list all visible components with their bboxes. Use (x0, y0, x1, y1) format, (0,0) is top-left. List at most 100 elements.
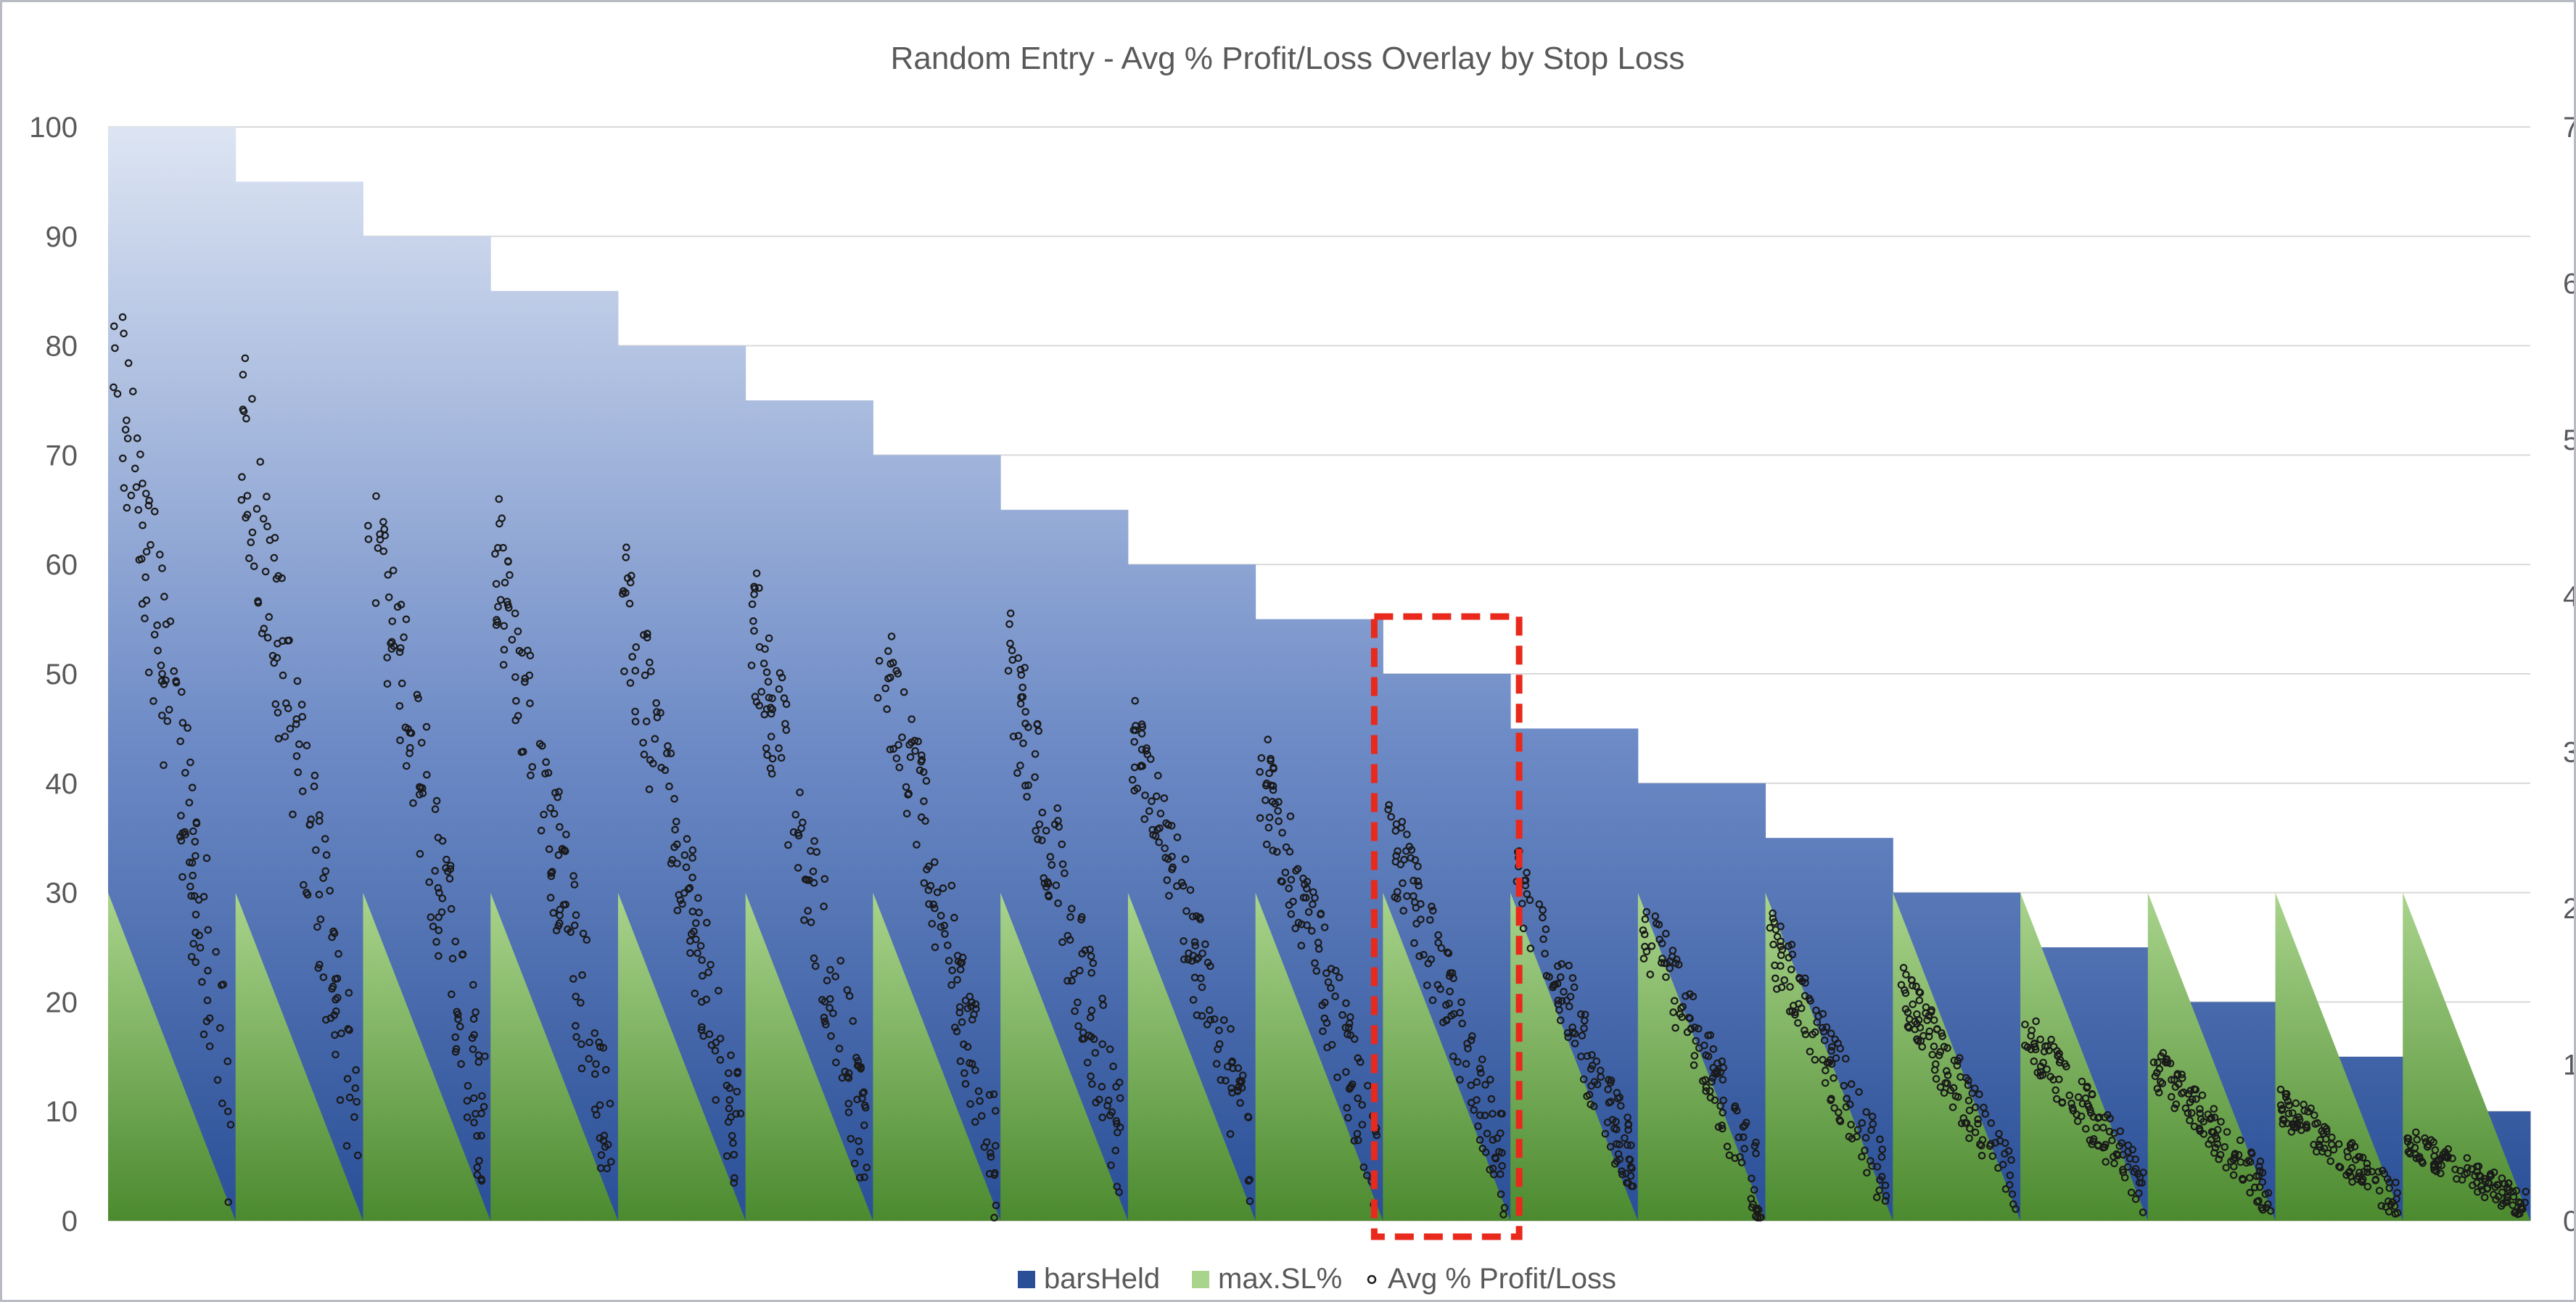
area-max-sl (490, 892, 618, 1221)
scatter-point (1986, 1142, 1994, 1150)
scatter-point (562, 831, 570, 839)
scatter-point (768, 694, 776, 703)
scatter-point (2292, 1099, 2300, 1108)
scatter-point (1111, 1146, 1120, 1155)
scatter-point (570, 921, 579, 930)
scatter-point (1713, 1070, 1721, 1078)
scatter-point (1858, 1153, 1866, 1161)
scatter-point (297, 701, 306, 709)
scatter-point (985, 1170, 994, 1178)
scatter-point (1402, 847, 1410, 855)
scatter-point (1246, 1176, 1254, 1184)
scatter-point (2246, 1189, 2254, 1197)
scatter-point (1801, 1030, 1810, 1039)
scatter-point (1882, 1192, 1890, 1200)
scatter-point (768, 705, 777, 714)
scatter-point (406, 749, 413, 757)
scatter-point (1229, 1064, 1237, 1073)
scatter-point (1038, 808, 1047, 817)
scatter-point (796, 788, 804, 796)
area-max-sl (2147, 892, 2276, 1221)
scatter-point (2119, 1150, 2127, 1159)
scatter-point (162, 620, 170, 628)
scatter-point (1498, 1162, 1506, 1170)
scatter-point (1930, 1042, 1938, 1050)
scatter-point (270, 553, 279, 562)
scatter-point (1794, 1019, 1802, 1027)
scatter-point (350, 1113, 358, 1121)
scatter-point (1539, 913, 1547, 922)
scatter-point (789, 828, 798, 836)
scatter-point (2171, 1083, 2180, 1091)
scatter-point (1708, 1078, 1716, 1086)
scatter-point (1297, 942, 1306, 949)
scatter-point (1087, 969, 1095, 977)
scatter-point (395, 701, 404, 710)
scatter-point (1016, 699, 1025, 708)
scatter-point (345, 989, 353, 997)
scatter-point (192, 910, 200, 919)
scatter-point (2255, 1162, 2263, 1171)
scatter-point (1618, 1170, 1626, 1179)
scatter-point (1046, 852, 1055, 861)
scatter-point (1098, 1040, 1106, 1048)
scatter-point (956, 958, 965, 967)
scatter-point (202, 854, 211, 862)
scatter-point (1933, 1025, 1941, 1033)
scatter-point (694, 894, 702, 902)
scatter-point (729, 1139, 737, 1148)
scatter-point (139, 479, 147, 487)
scatter-point (692, 935, 700, 944)
scatter-point (1902, 971, 1910, 978)
scatter-point (2383, 1175, 2392, 1183)
scatter-point (1291, 924, 1299, 933)
scatter-point (514, 712, 522, 720)
scatter-point (1827, 1096, 1835, 1105)
scatter-point (748, 600, 757, 609)
scatter-point (1269, 846, 1277, 854)
scatter-point (256, 458, 265, 466)
scatter-point (1916, 1023, 1925, 1031)
area-max-sl (1637, 892, 1766, 1221)
scatter-point (1227, 1025, 1235, 1033)
scatter-point (1287, 875, 1296, 884)
scatter-point (1563, 997, 1571, 1005)
scatter-point (1038, 836, 1046, 844)
area-max-sl (1127, 892, 1256, 1221)
scatter-point (1148, 797, 1156, 805)
scatter-point (1464, 1045, 1472, 1052)
scatter-point (456, 1022, 464, 1031)
scatter-point (2157, 1052, 2165, 1060)
scatter-point (2371, 1177, 2379, 1184)
scatter-point (757, 688, 765, 696)
scatter-point (2336, 1163, 2345, 1171)
scatter-point (1801, 974, 1809, 983)
scatter-point (751, 693, 760, 701)
scatter-point (203, 996, 212, 1005)
scatter-point (775, 744, 783, 752)
scatter-point (2036, 1062, 2045, 1071)
area-max-sl (1000, 892, 1128, 1221)
scatter-point (289, 810, 297, 819)
scatter-point (343, 1075, 352, 1083)
scatter-point (1161, 844, 1169, 852)
scatter-point (144, 501, 153, 510)
scatter-point (556, 823, 564, 831)
scatter-point (1442, 1001, 1450, 1009)
scatter-point (121, 426, 130, 434)
scatter-point (691, 989, 699, 997)
scatter-point (992, 1107, 1000, 1115)
scatter-point (292, 715, 301, 723)
scatter-point (271, 700, 280, 709)
scatter-point (585, 1038, 593, 1047)
scatter-point (134, 506, 143, 514)
scatter-point (1995, 1129, 2003, 1138)
scatter-point (1861, 1146, 1869, 1155)
scatter-point (2463, 1154, 2472, 1162)
scatter-point (2279, 1115, 2287, 1124)
scatter-point (1292, 867, 1300, 875)
scatter-point (2081, 1094, 2090, 1103)
scatter-point (2073, 1117, 2082, 1126)
scatter-point (639, 738, 647, 747)
scatter-point (1956, 1054, 1964, 1062)
